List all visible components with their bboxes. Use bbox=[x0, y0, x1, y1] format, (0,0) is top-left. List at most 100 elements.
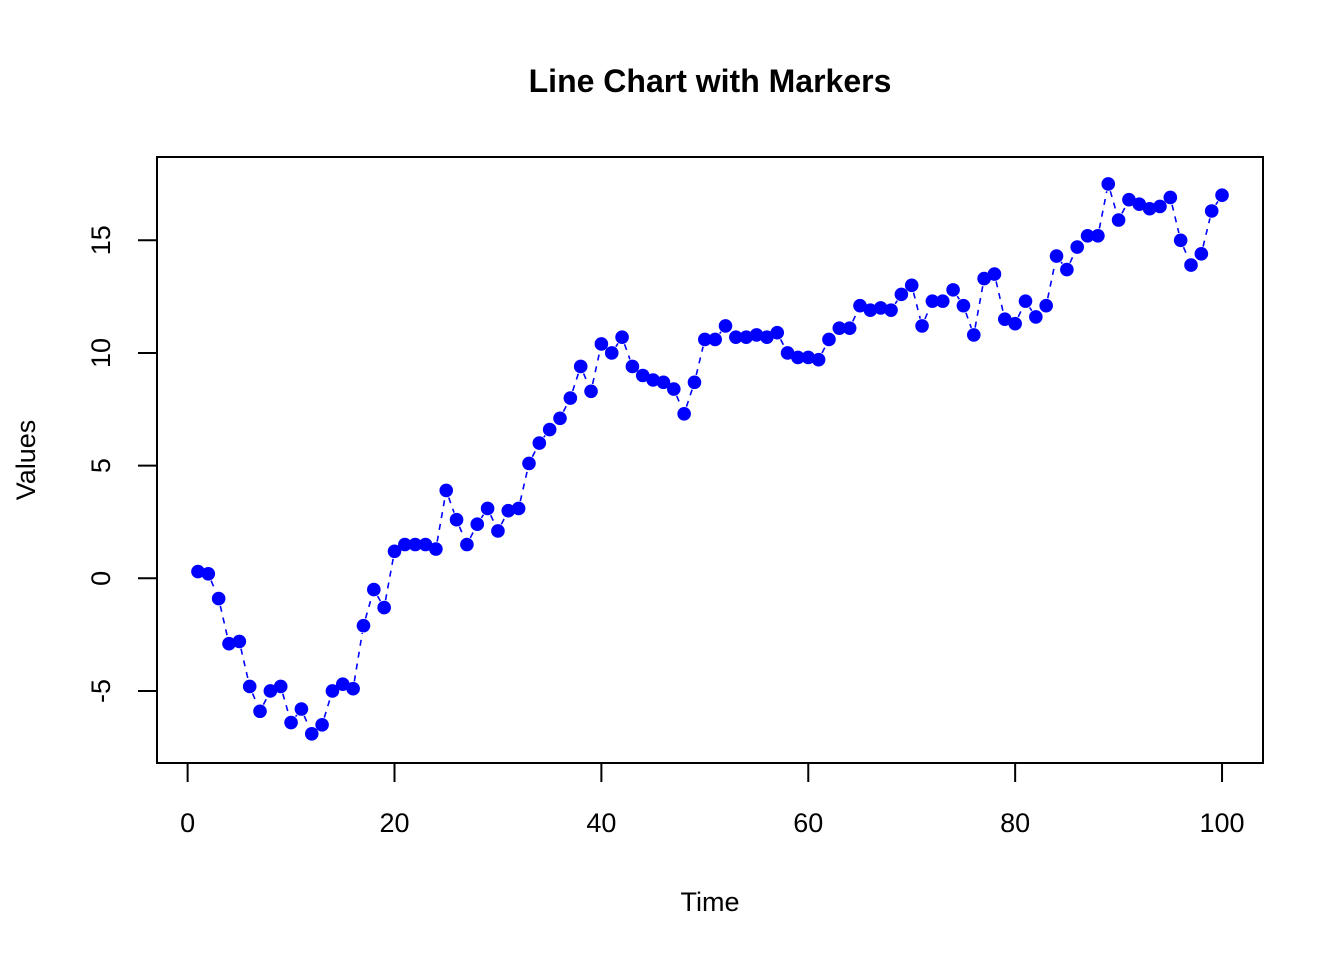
data-point bbox=[656, 375, 671, 390]
data-point bbox=[522, 456, 536, 471]
x-tick-label: 100 bbox=[1200, 808, 1245, 838]
data-point bbox=[729, 330, 743, 344]
data-point bbox=[594, 337, 609, 351]
data-point bbox=[284, 715, 298, 730]
line-segment bbox=[1121, 206, 1127, 214]
line-segment bbox=[965, 312, 973, 329]
data-point bbox=[470, 517, 485, 532]
data-point bbox=[842, 321, 857, 335]
line-segment bbox=[995, 281, 1004, 313]
x-tick-label: 0 bbox=[180, 808, 195, 838]
data-point bbox=[998, 312, 1012, 326]
line-segment bbox=[1171, 204, 1180, 234]
x-tick-label: 20 bbox=[379, 808, 409, 838]
series-line bbox=[210, 190, 1219, 728]
line-segment bbox=[562, 404, 568, 412]
line-segment bbox=[852, 312, 858, 322]
data-point bbox=[1008, 316, 1022, 331]
data-point bbox=[584, 384, 598, 399]
data-point bbox=[977, 271, 991, 286]
data-point bbox=[253, 704, 267, 719]
data-point bbox=[418, 537, 433, 552]
line-segment bbox=[1109, 190, 1118, 214]
data-point bbox=[439, 483, 454, 498]
line-segment bbox=[480, 514, 485, 519]
data-point bbox=[708, 332, 722, 347]
line-segment bbox=[924, 307, 931, 320]
plot-frame bbox=[156, 156, 1264, 764]
line-segment bbox=[974, 285, 984, 328]
line-segment bbox=[1028, 306, 1033, 312]
data-point bbox=[429, 542, 443, 556]
x-axis: 0 20 40 60 80 100 bbox=[180, 762, 1245, 838]
y-tick-label: -5 bbox=[86, 679, 116, 703]
data-point bbox=[625, 359, 640, 374]
data-point bbox=[915, 319, 929, 333]
data-point bbox=[242, 679, 257, 694]
data-point bbox=[604, 346, 619, 360]
data-point bbox=[335, 677, 350, 692]
line-segment bbox=[779, 338, 785, 347]
data-point bbox=[832, 321, 847, 335]
data-point bbox=[811, 352, 826, 367]
line-segment bbox=[376, 595, 382, 602]
line-segment bbox=[591, 351, 601, 385]
line-segment bbox=[458, 526, 465, 538]
line-segment bbox=[582, 373, 589, 385]
data-point bbox=[1184, 258, 1198, 272]
data-point bbox=[356, 618, 371, 633]
data-point bbox=[884, 303, 898, 317]
data-point bbox=[1194, 247, 1209, 261]
series-markers bbox=[191, 177, 1229, 741]
line-segment bbox=[675, 395, 682, 408]
line-segment bbox=[303, 715, 310, 728]
data-point bbox=[491, 524, 505, 538]
line-segment bbox=[1017, 307, 1024, 318]
line-segment bbox=[500, 517, 506, 525]
line-segment bbox=[384, 558, 394, 601]
data-point bbox=[739, 330, 754, 344]
data-point bbox=[1153, 199, 1167, 214]
line-segment bbox=[469, 530, 475, 539]
line-segment bbox=[894, 300, 898, 305]
line-segment bbox=[436, 497, 446, 542]
data-point bbox=[1132, 197, 1147, 212]
data-point bbox=[273, 679, 288, 694]
data-point bbox=[1029, 310, 1043, 324]
data-point bbox=[1204, 204, 1219, 218]
data-point bbox=[460, 537, 474, 552]
line-segment bbox=[519, 470, 529, 502]
chart-title: Line Chart with Markers bbox=[529, 63, 892, 99]
line-segment bbox=[615, 343, 619, 348]
line-segment bbox=[1182, 246, 1189, 259]
line-segment bbox=[240, 648, 249, 680]
line-segment bbox=[364, 596, 373, 619]
data-point bbox=[408, 537, 422, 552]
data-point bbox=[760, 330, 774, 344]
data-point bbox=[863, 303, 878, 317]
data-point bbox=[894, 287, 909, 302]
data-point bbox=[791, 350, 805, 365]
data-point bbox=[935, 294, 950, 308]
line-segment bbox=[323, 697, 332, 718]
data-point bbox=[232, 634, 247, 649]
data-point bbox=[325, 684, 340, 698]
data-point bbox=[1122, 192, 1136, 207]
data-point bbox=[666, 382, 681, 396]
line-segment bbox=[1060, 261, 1063, 265]
x-tick-label: 80 bbox=[1000, 808, 1030, 838]
y-axis: -5 0 5 10 15 bbox=[86, 225, 158, 703]
y-tick-label: 5 bbox=[86, 458, 116, 473]
data-point bbox=[677, 407, 691, 421]
data-point bbox=[1018, 294, 1033, 308]
y-tick-label: 10 bbox=[86, 338, 116, 368]
data-point bbox=[1173, 233, 1188, 248]
data-point bbox=[615, 330, 629, 344]
x-tick-label: 40 bbox=[586, 808, 616, 838]
data-point bbox=[635, 368, 650, 383]
data-point bbox=[925, 294, 940, 308]
data-point bbox=[553, 411, 567, 426]
data-point bbox=[1039, 298, 1053, 313]
line-segment bbox=[912, 292, 921, 319]
